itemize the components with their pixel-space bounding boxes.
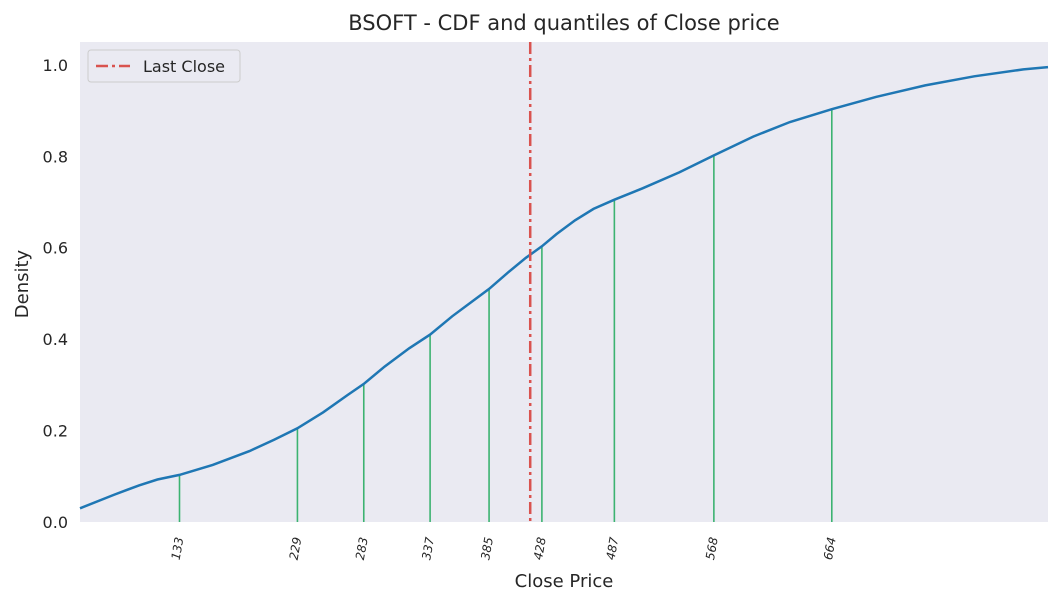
x-tick-label: 133 (169, 536, 187, 561)
x-tick-label: 385 (478, 536, 496, 561)
cdf-series-line (79, 65, 1049, 510)
y-tick-label: 0.8 (43, 147, 68, 166)
y-tick-label: 0.0 (43, 513, 68, 532)
legend: Last Close (87, 49, 241, 83)
y-tick-label: 0.2 (43, 422, 68, 441)
y-tick-label: 1.0 (43, 56, 68, 75)
x-tick-label: 283 (353, 536, 371, 561)
quantile-lines (178, 109, 833, 522)
legend-label-last-close: Last Close (143, 57, 225, 76)
legend-box (87, 49, 241, 83)
y-tick-label: 0.4 (43, 330, 68, 349)
x-tick-label: 428 (531, 536, 549, 561)
x-axis-label: Close Price (515, 571, 614, 592)
plot-area (80, 42, 1048, 522)
x-tick-label: 487 (604, 536, 622, 561)
x-tick-label: 337 (419, 536, 437, 561)
x-axis-ticks: 133 229 283 337 385 428 487 568 664 (169, 536, 839, 561)
chart-title: BSOFT - CDF and quantiles of Close price (348, 11, 779, 35)
y-axis-ticks: 0.0 0.2 0.4 0.6 0.8 1.0 (43, 56, 68, 532)
y-axis-label: Density (12, 249, 33, 318)
x-tick-label: 664 (821, 536, 839, 561)
x-tick-label: 229 (287, 536, 305, 561)
y-tick-label: 0.6 (43, 239, 68, 258)
x-tick-label: 568 (703, 536, 721, 561)
